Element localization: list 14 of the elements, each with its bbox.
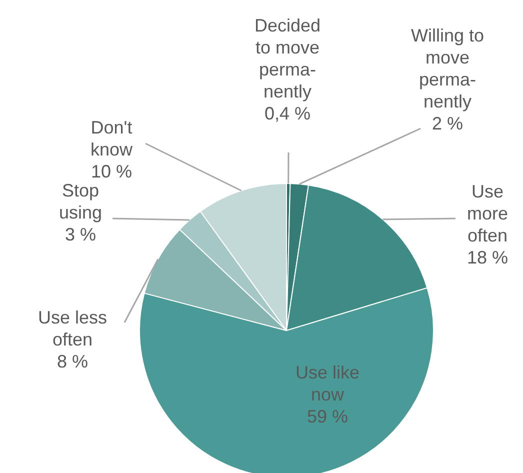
slice-label: Don't know (90, 118, 134, 160)
data-label: 18 % (466, 248, 508, 268)
slice-label: Decided to move perma- nently (254, 16, 321, 102)
data-label: 0,4 % (264, 104, 311, 124)
slice-label: Use less often (38, 308, 108, 350)
data-label: 59 % (306, 406, 348, 426)
slice-label: Use more often (466, 182, 508, 246)
slice-label: Willing to move perma- nently (410, 26, 484, 112)
slice-label: Stop using (58, 180, 102, 222)
slice-label: Use like now (295, 362, 360, 404)
data-label: 3 % (64, 224, 96, 244)
data-label: 10 % (90, 162, 132, 182)
data-label: 8 % (56, 352, 88, 372)
data-label: 2 % (432, 114, 464, 134)
